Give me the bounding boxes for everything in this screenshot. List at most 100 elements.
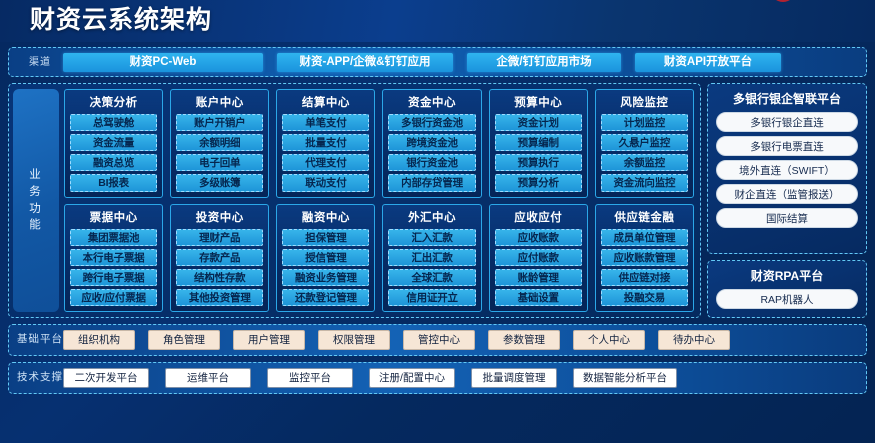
business-card-items: 理财产品存款产品结构性存款其他投资管理: [176, 228, 264, 306]
business-card-item[interactable]: 成员单位管理: [600, 228, 688, 246]
channel-button-api-platform[interactable]: 财资API开放平台: [635, 52, 781, 72]
business-card-item[interactable]: 总驾驶舱: [70, 114, 158, 132]
panel-item[interactable]: 财企直连（监管报送）: [716, 184, 858, 204]
business-card-item[interactable]: 本行电子票据: [70, 248, 158, 266]
business-card-item[interactable]: 单笔支付: [282, 114, 370, 132]
business-card-item[interactable]: 融资总览: [70, 154, 158, 172]
business-card-item[interactable]: 电子回单: [176, 154, 264, 172]
basic-platform-button[interactable]: 权限管理: [318, 330, 390, 350]
business-card-item[interactable]: 结构性存款: [176, 268, 264, 286]
business-card-item[interactable]: 应收/应付票据: [70, 288, 158, 306]
business-card-items: 计划监控久悬户监控余额监控资金流向监控: [600, 114, 688, 192]
panel-item[interactable]: 多银行电票直连: [716, 136, 858, 156]
basic-platform-button[interactable]: 个人中心: [573, 330, 645, 350]
business-card-item[interactable]: 理财产品: [176, 228, 264, 246]
business-card-item[interactable]: 授信管理: [282, 248, 370, 266]
business-card: 决策分析总驾驶舱资金流量融资总览 BI报表: [64, 89, 164, 198]
panel-item[interactable]: 多银行银企直连: [716, 112, 858, 132]
business-card: 外汇中心汇入汇款汇出汇款全球汇款信用证开立: [382, 203, 482, 312]
business-card-item[interactable]: 基础设置: [494, 288, 582, 306]
business-card-items: 总驾驶舱资金流量融资总览 BI报表: [70, 114, 158, 192]
business-card-item[interactable]: 多级账簿: [176, 174, 264, 192]
tech-support-button[interactable]: 数据智能分析平台: [573, 368, 677, 388]
business-card-title: 决策分析: [89, 97, 138, 109]
business-card-item[interactable]: 全球汇款: [388, 268, 476, 286]
business-card-title: 外汇中心: [408, 211, 457, 224]
business-card-item[interactable]: 应付账款: [494, 248, 582, 266]
business-card: 结算中心 单笔支付 批量支付 代理支付 联动支付: [276, 89, 376, 198]
channel-button-pc-web[interactable]: 财资PC-Web: [63, 52, 263, 72]
business-card-item[interactable]: 资金计划: [494, 114, 582, 132]
panel-item[interactable]: 境外直连（SWIFT）: [716, 160, 858, 180]
business-card-item[interactable]: 预算编制: [494, 134, 582, 152]
basic-platform-button[interactable]: 参数管理: [488, 330, 560, 350]
tech-support-button[interactable]: 二次开发平台: [63, 368, 149, 388]
basic-platform-button[interactable]: 组织机构: [63, 330, 135, 350]
business-card-item[interactable]: 预算分析: [494, 174, 582, 192]
channel-button-app-market[interactable]: 企微/钉钉应用市场: [467, 52, 621, 72]
business-card-item[interactable]: 余额监控: [600, 154, 688, 172]
business-card-item[interactable]: 预算执行: [494, 154, 582, 172]
business-card-item[interactable]: 账户开销户: [176, 114, 264, 132]
basic-platform-button[interactable]: 角色管理: [148, 330, 220, 350]
brand-mark-icon: [770, 0, 797, 2]
business-card-item[interactable]: 投融交易: [600, 288, 688, 306]
business-card-item[interactable]: 计划监控: [600, 114, 688, 132]
business-card-item[interactable]: 汇入汇款: [388, 228, 476, 246]
panel-rpa: 财资RPA平台 RAP机器人: [707, 260, 867, 318]
business-card-item[interactable]: 资金流向监控: [600, 174, 688, 192]
business-card-item[interactable]: 余额明细: [176, 134, 264, 152]
business-card-item[interactable]: 其他投资管理: [176, 288, 264, 306]
business-card-item[interactable]: 内部存贷管理: [388, 174, 476, 192]
business-card-item[interactable]: BI报表: [70, 174, 158, 192]
business-card-item[interactable]: 银行资金池: [388, 154, 476, 172]
business-card-item[interactable]: 融资业务管理: [282, 268, 370, 286]
channel-button-app[interactable]: 财资-APP/企微&钉钉应用: [277, 52, 453, 72]
business-card-item[interactable]: 担保管理: [282, 228, 370, 246]
panel-item[interactable]: RAP机器人: [716, 289, 858, 309]
business-card: 账户中心账户开销户余额明细电子回单多级账簿: [170, 89, 270, 198]
business-card-item[interactable]: 联动支付: [282, 174, 370, 192]
business-card-item[interactable]: 代理支付: [282, 154, 370, 172]
business-card-item[interactable]: 账龄管理: [494, 268, 582, 286]
basic-platform-button[interactable]: 用户管理: [233, 330, 305, 350]
business-card-item[interactable]: 批量支付: [282, 134, 370, 152]
tech-support-row: 技术支撑 二次开发平台 运维平台 监控平台 注册/配置中心 批量调度管理 数据智能分析平台: [8, 362, 867, 394]
middle-section: 业务功能 决策分析 总驾驶舱 资金流量 融资总览 BI报表 账户中心 账户开销户 余额明细 电子…: [8, 83, 867, 318]
basic-platform-row: 基础平台 组织机构 角色管理 用户管理 权限管理 管控中心 参数管理 个人中心 待办中心: [8, 324, 867, 356]
panel-bank-connect: 多银行银企智联平台 多银行银企直连 多银行电票直连 境外直连（SWIFT） 财企直连（…: [707, 83, 867, 254]
business-card-item[interactable]: 存款产品: [176, 248, 264, 266]
brand-text: 中XX集团: [802, 0, 855, 2]
basic-platform-button[interactable]: 管控中心: [403, 330, 475, 350]
basic-platform-button[interactable]: 待办中心: [658, 330, 730, 350]
business-card-item[interactable]: 应收账款: [494, 228, 582, 246]
tech-support-button[interactable]: 批量调度管理: [471, 368, 557, 388]
business-card-item[interactable]: 应收账款管理: [600, 248, 688, 266]
channel-row-label: 渠道: [29, 56, 51, 68]
business-card-title: 供应链金融: [614, 211, 675, 224]
business-card-item[interactable]: 跨境资金池: [388, 134, 476, 152]
brand-logo: 中XX集团: [770, 0, 855, 2]
business-card-item[interactable]: 跨行电子票据: [70, 268, 158, 286]
panel-item[interactable]: 国际结算: [716, 208, 858, 228]
business-card-items: 成员单位管理 应收账款管理 供应链对接投融交易: [600, 228, 688, 306]
business-card-item[interactable]: 资金流量: [70, 134, 158, 152]
business-card-items: 担保管理授信管理融资业务管理 还款登记管理: [282, 228, 370, 306]
basic-platform-label: 基础平台: [17, 333, 63, 346]
business-card-item[interactable]: 信用证开立: [388, 288, 476, 306]
business-card: 风险监控计划监控久悬户监控余额监控资金流向监控: [594, 89, 694, 198]
business-card-item[interactable]: 还款登记管理: [282, 288, 370, 306]
business-card-item[interactable]: 集团票据池: [70, 228, 158, 246]
tech-support-button[interactable]: 监控平台: [267, 368, 353, 388]
business-card-title: 投资中心: [195, 211, 244, 224]
tech-support-button[interactable]: 注册/配置中心: [369, 368, 455, 388]
business-card-item[interactable]: 多银行资金池: [388, 114, 476, 132]
business-card-title: 风险监控: [620, 97, 669, 109]
business-card-item[interactable]: 久悬户监控: [600, 134, 688, 152]
business-card-title: 账户中心: [195, 97, 244, 109]
business-card-item[interactable]: 供应链对接: [600, 268, 688, 286]
business-card-title: 预算中心: [514, 97, 563, 109]
business-card-items: 应收账款应付账款账龄管理基础设置: [494, 228, 582, 306]
business-card-item[interactable]: 汇出汇款: [388, 248, 476, 266]
tech-support-button[interactable]: 运维平台: [165, 368, 251, 388]
